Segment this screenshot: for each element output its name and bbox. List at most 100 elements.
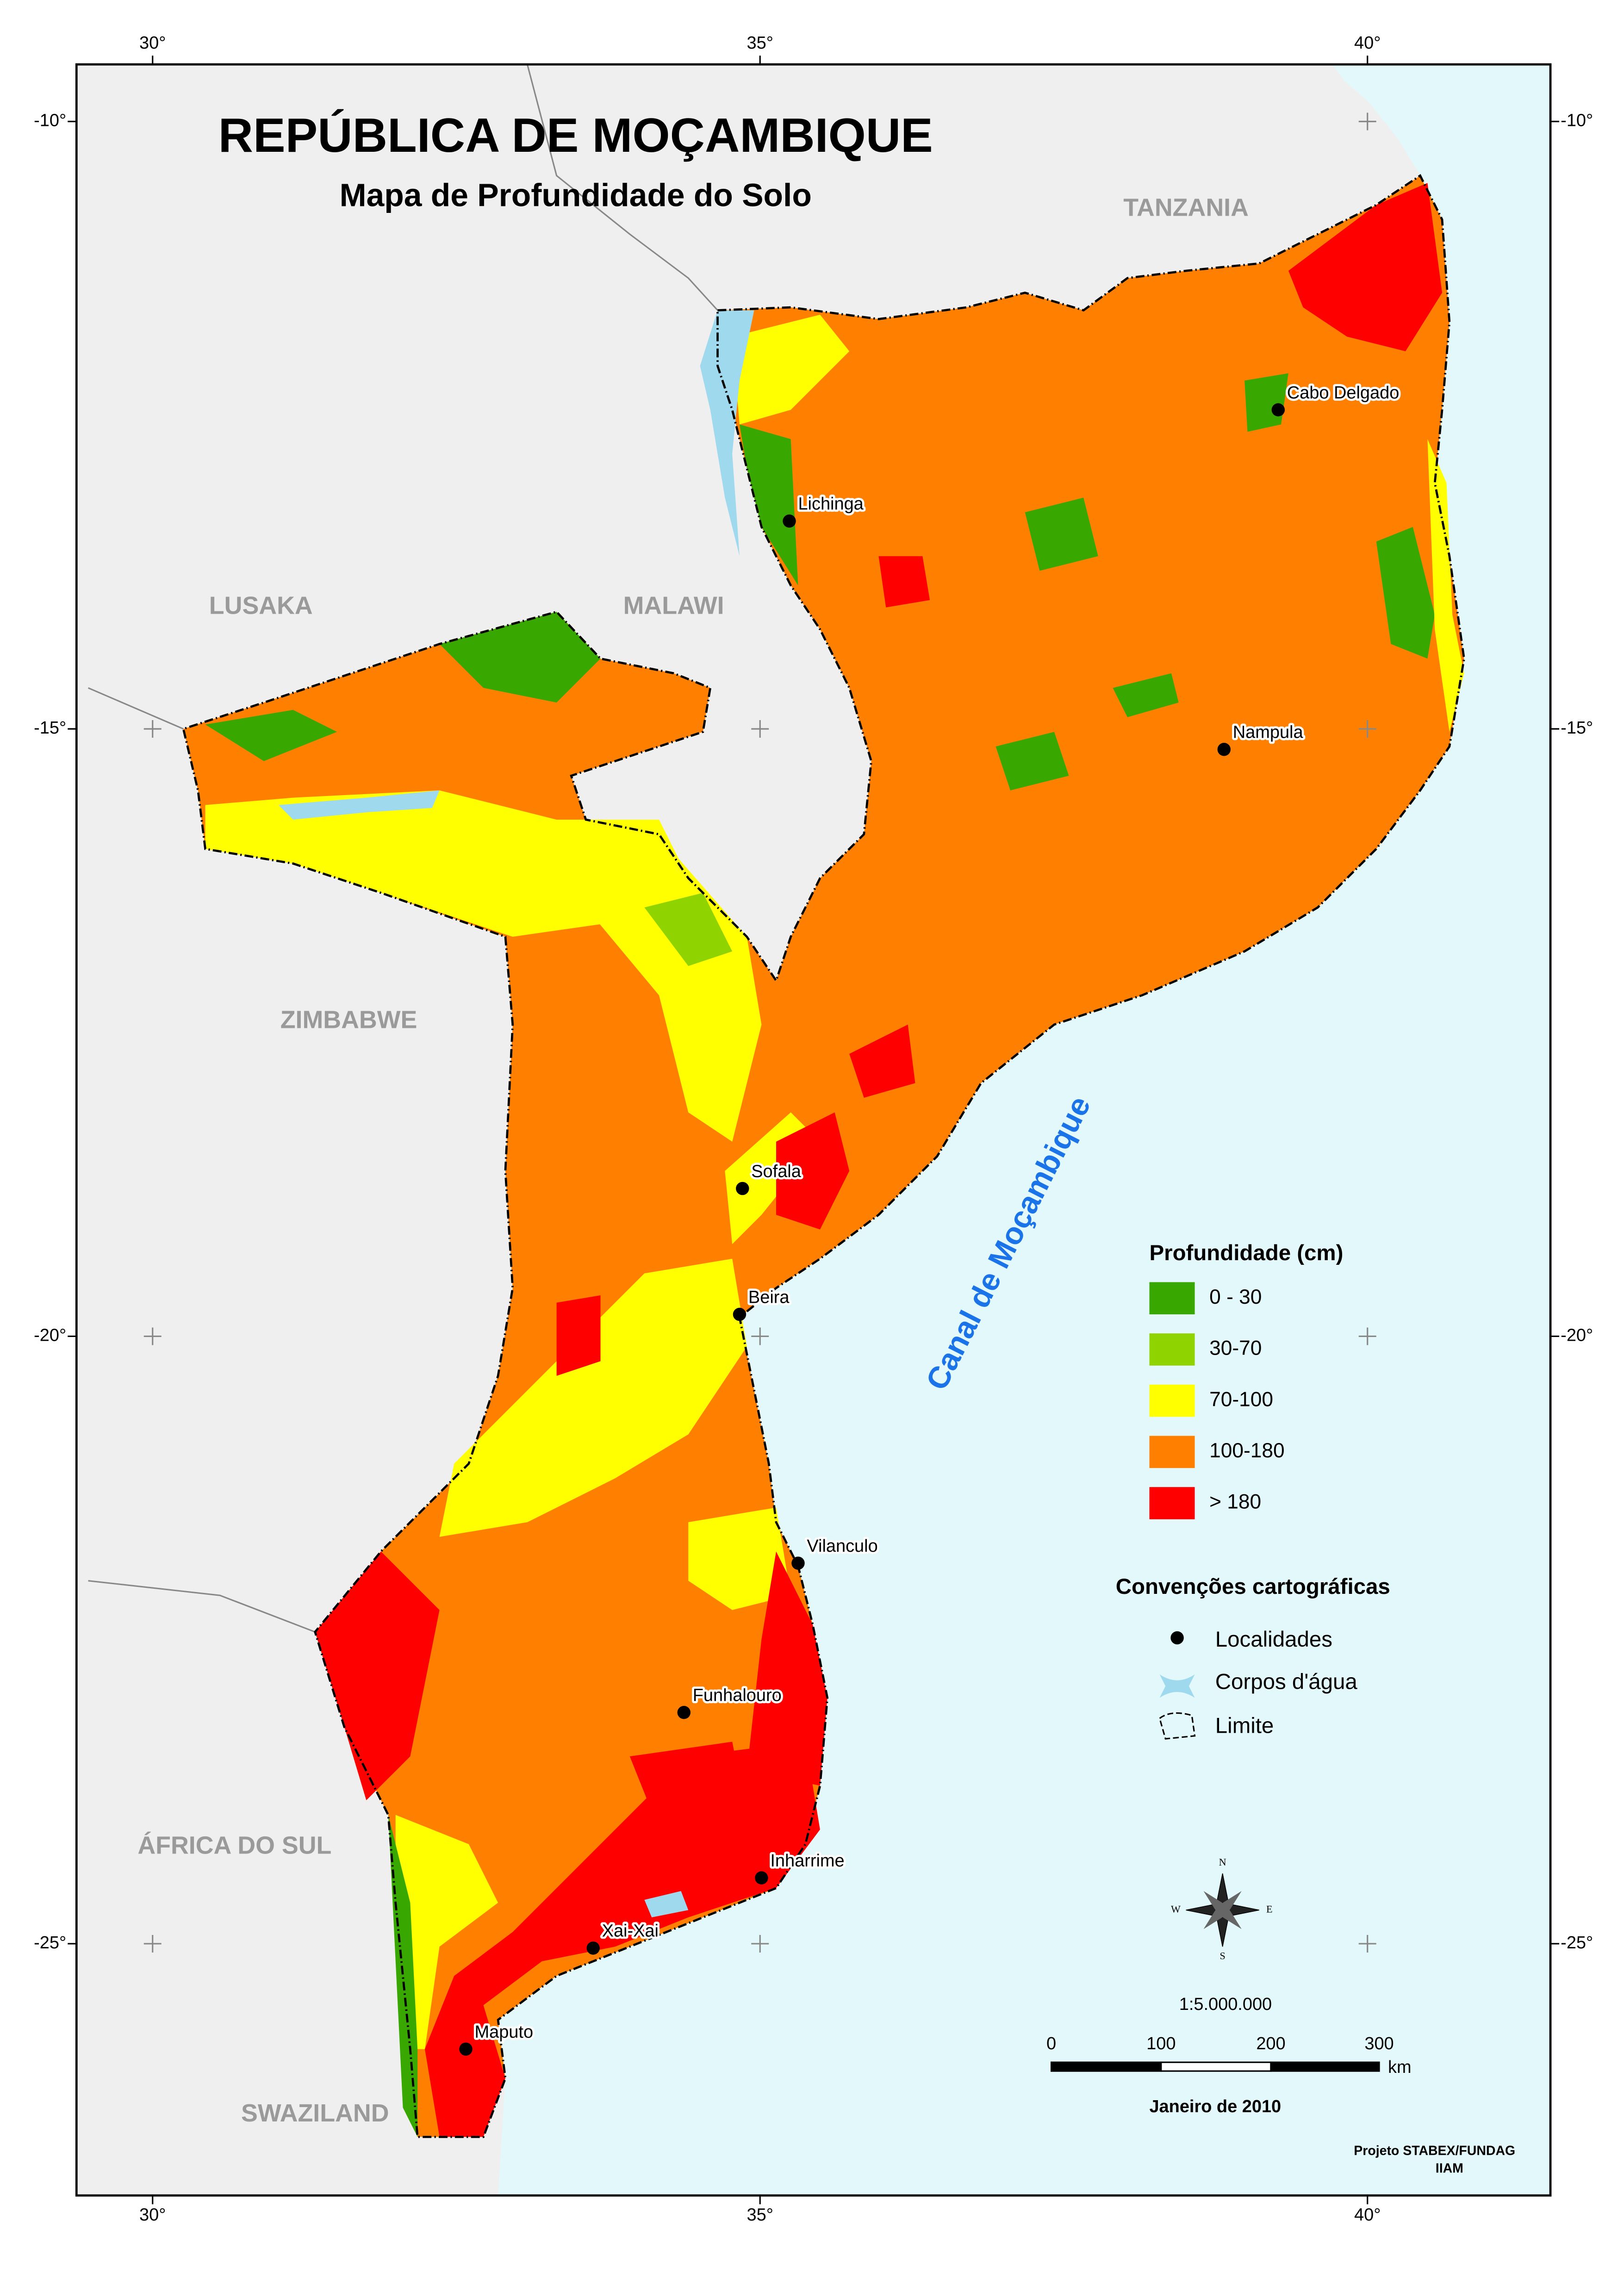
boundary (182, 174, 1465, 2138)
locality-label: Sofala (751, 1162, 801, 1181)
locality-label: Maputo (475, 2022, 534, 2042)
longitude-label: 40° (1354, 33, 1381, 53)
locality-label: Vilanculo (807, 1536, 877, 1556)
soil-region (878, 556, 930, 608)
locality-dot (733, 1307, 747, 1321)
graticule-cross (143, 720, 162, 738)
soil-region (1244, 373, 1288, 432)
graticule-cross (1358, 1934, 1376, 1953)
soil-region (747, 1551, 828, 1786)
soil-region (1288, 183, 1443, 352)
graticule-cross (143, 1934, 162, 1953)
latitude-label: -25° (34, 1933, 66, 1953)
locality-label: Funhalouro (693, 1686, 782, 1705)
scale-tick-label: 0 (1046, 2034, 1056, 2053)
legend-swatch (1149, 1384, 1195, 1417)
soil-region (315, 1551, 440, 1801)
credit-line: Projeto STABEX/FUNDAG (1354, 2144, 1515, 2158)
latitude-label: -10° (34, 111, 66, 131)
compass-rose (1203, 1891, 1242, 1929)
latitude-label: -15° (34, 718, 66, 738)
legend-swatch (1149, 1487, 1195, 1519)
locality-label: Lichinga (798, 494, 864, 514)
soil-region (629, 1741, 747, 1830)
border-line (88, 1580, 316, 1633)
soil-region (395, 1815, 498, 2049)
latitude-label: -10° (1561, 111, 1593, 131)
country-label: MALAWI (623, 592, 724, 620)
border-line (526, 64, 718, 311)
graticule-cross (1358, 112, 1376, 131)
soil-region (1376, 527, 1435, 659)
water-body (278, 790, 440, 820)
locality-dot (677, 1706, 691, 1719)
legend-label: 0 - 30 (1209, 1286, 1262, 1308)
convention-icon (1159, 1674, 1195, 1698)
scale-segment (1051, 2061, 1162, 2072)
soil-region (571, 820, 762, 1142)
legend-swatch (1149, 1282, 1195, 1315)
water-body (644, 1891, 689, 1918)
legend-label: 100-180 (1209, 1439, 1284, 1462)
longitude-label: 30° (139, 2205, 166, 2225)
graticule-cross (1358, 1327, 1376, 1345)
map-date: Janeiro de 2010 (1149, 2097, 1281, 2116)
soil-region (996, 732, 1069, 790)
convention-icon (1170, 1631, 1184, 1645)
legend-label: 70-100 (1209, 1388, 1273, 1411)
soil-region (205, 709, 337, 761)
locality-dot (783, 514, 796, 528)
convention-icon (1158, 1712, 1196, 1740)
legend-title: Profundidade (cm) (1149, 1241, 1343, 1265)
longitude-label: 30° (139, 33, 166, 53)
soil-region (205, 790, 689, 937)
compass-letter: E (1266, 1903, 1273, 1915)
soil-region (776, 1112, 850, 1230)
soil-region (439, 611, 601, 703)
longitude-label: 40° (1354, 2205, 1381, 2225)
locality-dot (736, 1182, 749, 1195)
soil-region (424, 1741, 820, 2137)
graticule-cross (751, 1934, 769, 1953)
scale-tick-label: 100 (1146, 2034, 1176, 2053)
soil-region (388, 1815, 418, 2137)
compass-letter: N (1219, 1856, 1226, 1868)
compass-letter: W (1171, 1903, 1181, 1915)
sea (498, 64, 1551, 2195)
soil-region (732, 314, 850, 425)
graticule-cross (751, 720, 769, 738)
country-label: ZIMBABWE (280, 1006, 417, 1034)
locality-dot (586, 1941, 600, 1955)
soil-region (1113, 673, 1179, 717)
map-frame (75, 63, 1552, 2197)
map-title: REPÚBLICA DE MOÇAMBIQUE (218, 109, 933, 162)
legend-label: > 180 (1209, 1491, 1261, 1513)
latitude-label: -20° (34, 1326, 66, 1345)
locality-label: Beira (748, 1287, 790, 1307)
locality-dot (755, 1871, 768, 1885)
border-line (87, 687, 184, 730)
locality-dot (1271, 403, 1285, 417)
locality-label: Cabo Delgado (1287, 383, 1400, 403)
convention-label: Localidades (1215, 1627, 1332, 1652)
soil-region (849, 1024, 915, 1098)
locality-label: Nampula (1233, 723, 1304, 742)
locality-dot (1217, 743, 1231, 756)
legend-label: 30-70 (1209, 1337, 1262, 1360)
scale-unit: km (1388, 2058, 1412, 2077)
scale-segment (1270, 2061, 1380, 2072)
borders (87, 64, 718, 1633)
country-label: ÁFRICA DO SUL (137, 1831, 331, 1859)
scale-ratio: 1:5.000.000 (1179, 1995, 1272, 2014)
soil-region (688, 1507, 791, 1610)
soil-region (1025, 498, 1098, 571)
locality-dot (459, 2042, 473, 2056)
mozambique (183, 175, 1464, 2137)
credit-line: IIAM (1436, 2161, 1463, 2176)
longitude-label: 35° (747, 2205, 773, 2225)
legend-swatch (1149, 1333, 1195, 1366)
graticule-cross (143, 1327, 162, 1345)
